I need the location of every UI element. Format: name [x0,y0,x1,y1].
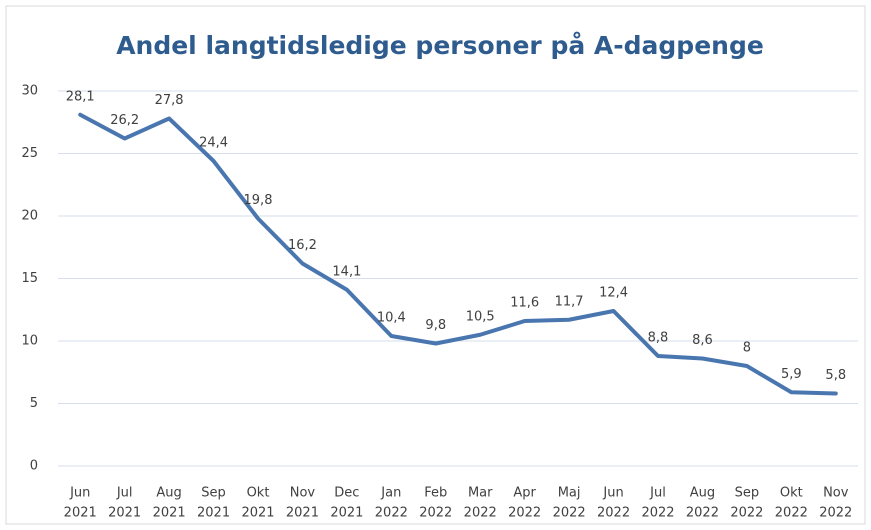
chart-title: Andel langtidsledige personer på A-dagpe… [116,31,764,60]
x-tick-label: 2021 [330,506,363,521]
x-tick-label: 2022 [597,506,630,521]
x-tick-label: 2022 [375,506,408,521]
x-tick-label: Dec [334,486,359,501]
x-tick-label: 2021 [241,506,274,521]
x-tick-label: 2021 [197,506,230,521]
x-tick-label: Feb [424,486,447,501]
x-tick-label: Sep [201,486,226,501]
x-tick-label: 2022 [686,506,719,521]
data-label: 9,8 [425,318,446,333]
y-tick-label: 15 [21,271,38,286]
x-tick-label: 2022 [553,506,586,521]
x-tick-label: Aug [690,486,715,501]
data-label: 27,8 [155,93,184,108]
data-label: 26,2 [110,113,139,128]
x-tick-label: Jan [380,486,401,501]
x-tick-label: 2021 [153,506,186,521]
data-line [78,112,838,396]
x-tick-label: Maj [558,486,581,501]
x-tick-label: Jul [116,486,133,501]
data-label: 8,8 [648,331,669,346]
x-tick-label: 2022 [730,506,763,521]
x-tick-label: Jul [649,486,666,501]
x-tick-label: Nov [823,486,849,501]
x-tick-label: 2022 [464,506,497,521]
x-tick-label: 2022 [775,506,808,521]
x-tick-label: Aug [156,486,181,501]
data-label: 14,1 [332,264,361,279]
x-tick-label: Jun [69,486,90,501]
x-tick-label: 2022 [641,506,674,521]
x-tick-label: Sep [735,486,760,501]
data-label: 28,1 [66,89,95,104]
data-label: 12,4 [599,286,628,301]
data-label: 24,4 [199,136,228,151]
x-tick-label: 2022 [419,506,452,521]
data-label: 16,2 [288,238,317,253]
data-label: 10,5 [466,309,495,324]
data-label: 10,4 [377,311,406,326]
chart-border [5,5,866,525]
y-tick-label: 20 [21,209,38,224]
x-tick-label: Mar [468,486,493,501]
x-tick-label: Jun [602,486,623,501]
x-tick-label: 2021 [64,506,97,521]
x-tick-label: 2021 [286,506,319,521]
data-label: 11,6 [510,296,539,311]
y-tick-label: 5 [30,396,38,411]
x-tick-label: Nov [290,486,316,501]
data-label: 5,9 [781,367,802,382]
data-label: 8,6 [692,333,713,348]
y-tick-label: 25 [21,146,38,161]
data-label: 19,8 [244,193,273,208]
data-label: 5,8 [825,368,846,383]
y-tick-label: 30 [21,84,38,99]
x-tick-label: 2022 [508,506,541,521]
x-tick-label: Apr [513,486,536,501]
data-label: 11,7 [555,294,584,309]
x-tick-label: Okt [780,486,803,501]
x-tick-label: Okt [247,486,270,501]
x-tick-label: 2021 [108,506,141,521]
x-tick-label: 2022 [819,506,852,521]
data-label: 8 [743,341,751,356]
y-tick-label: 0 [30,459,38,474]
y-tick-label: 10 [21,334,38,349]
